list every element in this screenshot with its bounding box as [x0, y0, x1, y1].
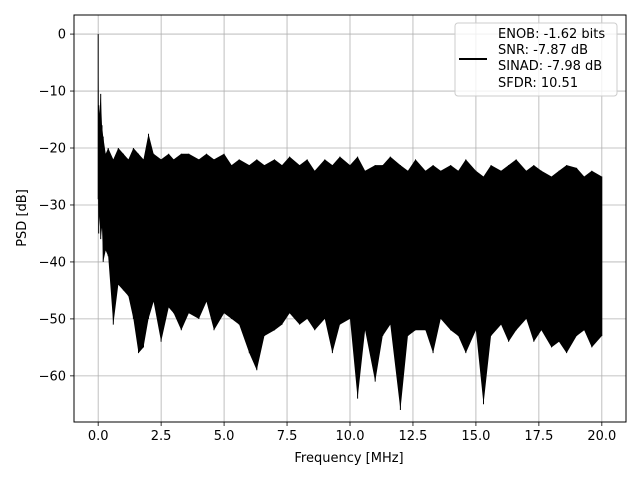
y-tick-label: −30 [39, 198, 66, 213]
legend: ENOB: -1.62 bits SNR: -7.87 dB SINAD: -7… [454, 22, 618, 97]
legend-enob: ENOB: -1.62 bits [498, 27, 605, 42]
x-tick-label: 20.0 [587, 429, 616, 444]
x-axis-label: Frequency [MHz] [294, 451, 403, 466]
y-tick-label: −50 [39, 312, 66, 327]
psd-trace-spikes [97, 34, 603, 410]
y-tick-label: 0 [58, 28, 66, 43]
plot-area [97, 34, 603, 410]
x-tick-label: 15.0 [461, 429, 490, 444]
y-tick-label: −10 [39, 85, 66, 100]
x-tick-label: 7.5 [277, 429, 298, 444]
legend-sinad: SINAD: -7.98 dB [498, 59, 602, 74]
x-tick-label: 5.0 [214, 429, 235, 444]
y-tick-label: −40 [39, 255, 66, 270]
x-tick-label: 17.5 [524, 429, 553, 444]
x-tick-label: 2.5 [151, 429, 172, 444]
legend-sfdr: SFDR: 10.51 [498, 76, 578, 91]
y-axis-label: PSD [dB] [15, 189, 30, 247]
x-tick-label: 12.5 [398, 429, 427, 444]
y-tick-label: −60 [39, 369, 66, 384]
y-tick-label: −20 [39, 142, 66, 157]
y-axis-ticks: 0 −10 −20 −30 −40 −50 −60 [39, 28, 74, 384]
x-axis-ticks: 0.0 2.5 5.0 7.5 10.0 12.5 15.0 17.5 20.0 [88, 422, 616, 444]
x-tick-label: 0.0 [88, 429, 109, 444]
x-tick-label: 10.0 [336, 429, 365, 444]
legend-snr: SNR: -7.87 dB [498, 43, 588, 58]
legend-box [454, 22, 618, 97]
